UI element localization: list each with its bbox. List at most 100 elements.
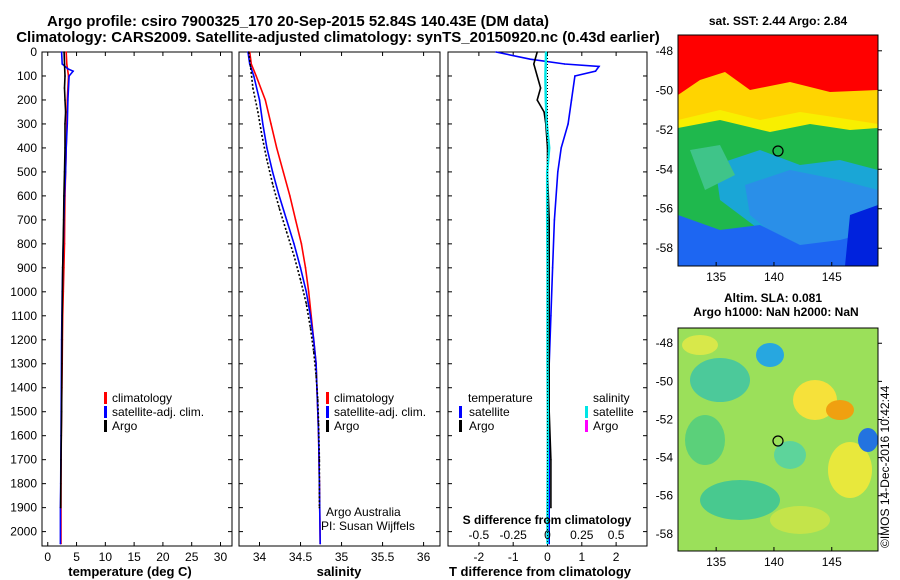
sla-blob [828, 442, 872, 498]
series-line-satellite-adj-clim- [247, 51, 321, 544]
series-line-argo [59, 51, 67, 508]
salinity-xlabel: salinity [317, 564, 363, 579]
series-line-climatology [248, 51, 321, 544]
data-point [59, 506, 62, 509]
data-point [545, 99, 547, 101]
sst-blue-zone [678, 215, 878, 266]
sla-blob [826, 400, 854, 420]
data-point [548, 315, 550, 317]
legend-climatology-swatch [326, 392, 329, 404]
data-point [261, 135, 263, 137]
data-point [249, 65, 252, 68]
temperature-xlabel: temperature (deg C) [68, 564, 192, 579]
data-point [317, 410, 319, 413]
s-difference-tick-label: 0 [544, 528, 551, 542]
data-point [318, 482, 321, 485]
depth-tick-label: 1000 [10, 285, 37, 299]
temperature-legend: climatology satellite-adj. clim. Argo [104, 391, 204, 433]
data-point [66, 63, 68, 65]
data-point [285, 231, 288, 233]
data-point [61, 315, 63, 317]
sst-dark-blue-zone [845, 205, 878, 266]
data-point [64, 147, 66, 149]
depth-tick-label: 1600 [10, 429, 37, 443]
lon-tick-label: 140 [764, 555, 784, 569]
x-tick-label: -2 [474, 550, 485, 564]
depth-axis-ticks: 0 100 200 300 400 500 600 700 800 900 1000 1100 1200… [10, 45, 37, 539]
temperature-panel: 0 5 10 15 20 25 30 [41, 51, 233, 564]
credit-line1: Argo Australia [326, 505, 401, 519]
x-tick-label: 10 [99, 550, 113, 564]
data-point [64, 99, 66, 101]
data-point [563, 63, 566, 65]
legend-s-argo-label: Argo [593, 419, 619, 433]
data-point [278, 207, 281, 209]
depth-tick-label: 500 [17, 165, 37, 179]
credit-line2: PI: Susan Wijffels [321, 519, 415, 533]
data-point [560, 147, 562, 149]
watermark: ©IMOS 14-Dec-2016 10:42:44 [878, 385, 892, 548]
x-tick-label: 30 [214, 550, 228, 564]
legend-argo-label: Argo [112, 419, 138, 433]
depth-tick-label: 600 [17, 189, 37, 203]
data-point [285, 219, 288, 221]
argo-location-marker [772, 145, 784, 157]
depth-tick-label: 100 [17, 69, 37, 83]
sla-blob [770, 506, 830, 534]
lat-tick-label: -52 [656, 412, 674, 426]
sla-map-title-line1: Altim. SLA: 0.081 [724, 291, 822, 305]
data-point [548, 219, 550, 221]
data-point [319, 542, 322, 545]
lon-tick-label: 135 [706, 270, 726, 284]
figure-title-line1: Argo profile: csiro 7900325_170 20-Sep-2… [47, 13, 549, 30]
data-point [60, 410, 63, 413]
legend-climatology-label: climatology [334, 391, 394, 405]
series-line-argo [248, 51, 321, 508]
data-point [60, 51, 63, 53]
data-point [548, 147, 550, 149]
depth-tick-label: 200 [17, 93, 37, 107]
x-tick-label: 35 [335, 550, 349, 564]
sla-blob [700, 480, 780, 520]
data-point [567, 123, 569, 125]
data-point [271, 183, 274, 185]
data-point [282, 171, 285, 173]
data-point [551, 267, 554, 269]
x-tick-label: -1 [508, 550, 519, 564]
data-point [299, 279, 302, 281]
s-difference-tick-label: -0.25 [500, 528, 528, 542]
lat-tick-label: -48 [656, 44, 674, 58]
argo-location-marker [772, 435, 784, 447]
data-point [545, 51, 547, 53]
sla-blob [858, 428, 878, 452]
lon-tick-label: 140 [764, 270, 784, 284]
data-point [66, 123, 69, 125]
legend-satellite-swatch [326, 406, 329, 418]
x-tick-label: 34.5 [289, 550, 313, 564]
plot-frame [238, 51, 441, 547]
data-point [63, 87, 66, 89]
legend-t-argo-label: Argo [469, 419, 495, 433]
salinity-panel: 34 34.5 35 35.5 36 [238, 51, 441, 564]
data-point [65, 51, 67, 53]
data-point [62, 219, 65, 221]
depth-tick-label: 1900 [10, 501, 37, 515]
data-point [278, 195, 281, 197]
data-point [266, 159, 268, 161]
data-point [550, 506, 552, 509]
depth-tick-label: 700 [17, 213, 37, 227]
lat-tick-label: -54 [656, 451, 674, 465]
data-point [305, 291, 308, 293]
lat-tick-label: -54 [656, 162, 674, 176]
depth-tick-label: 300 [17, 117, 37, 131]
difference-legend: temperature satellite Argo salinity sate… [459, 391, 634, 433]
x-tick-label: 0 [44, 550, 51, 564]
lon-tick-label: 145 [822, 555, 842, 569]
data-point [67, 99, 69, 101]
sla-map-field [682, 335, 878, 534]
sla-map-title-line2: Argo h1000: NaN h2000: NaN [693, 305, 858, 319]
data-point [72, 70, 74, 72]
data-point [305, 303, 308, 305]
s-difference-tick-label: 0.5 [608, 528, 625, 542]
sla-blob [756, 343, 784, 367]
